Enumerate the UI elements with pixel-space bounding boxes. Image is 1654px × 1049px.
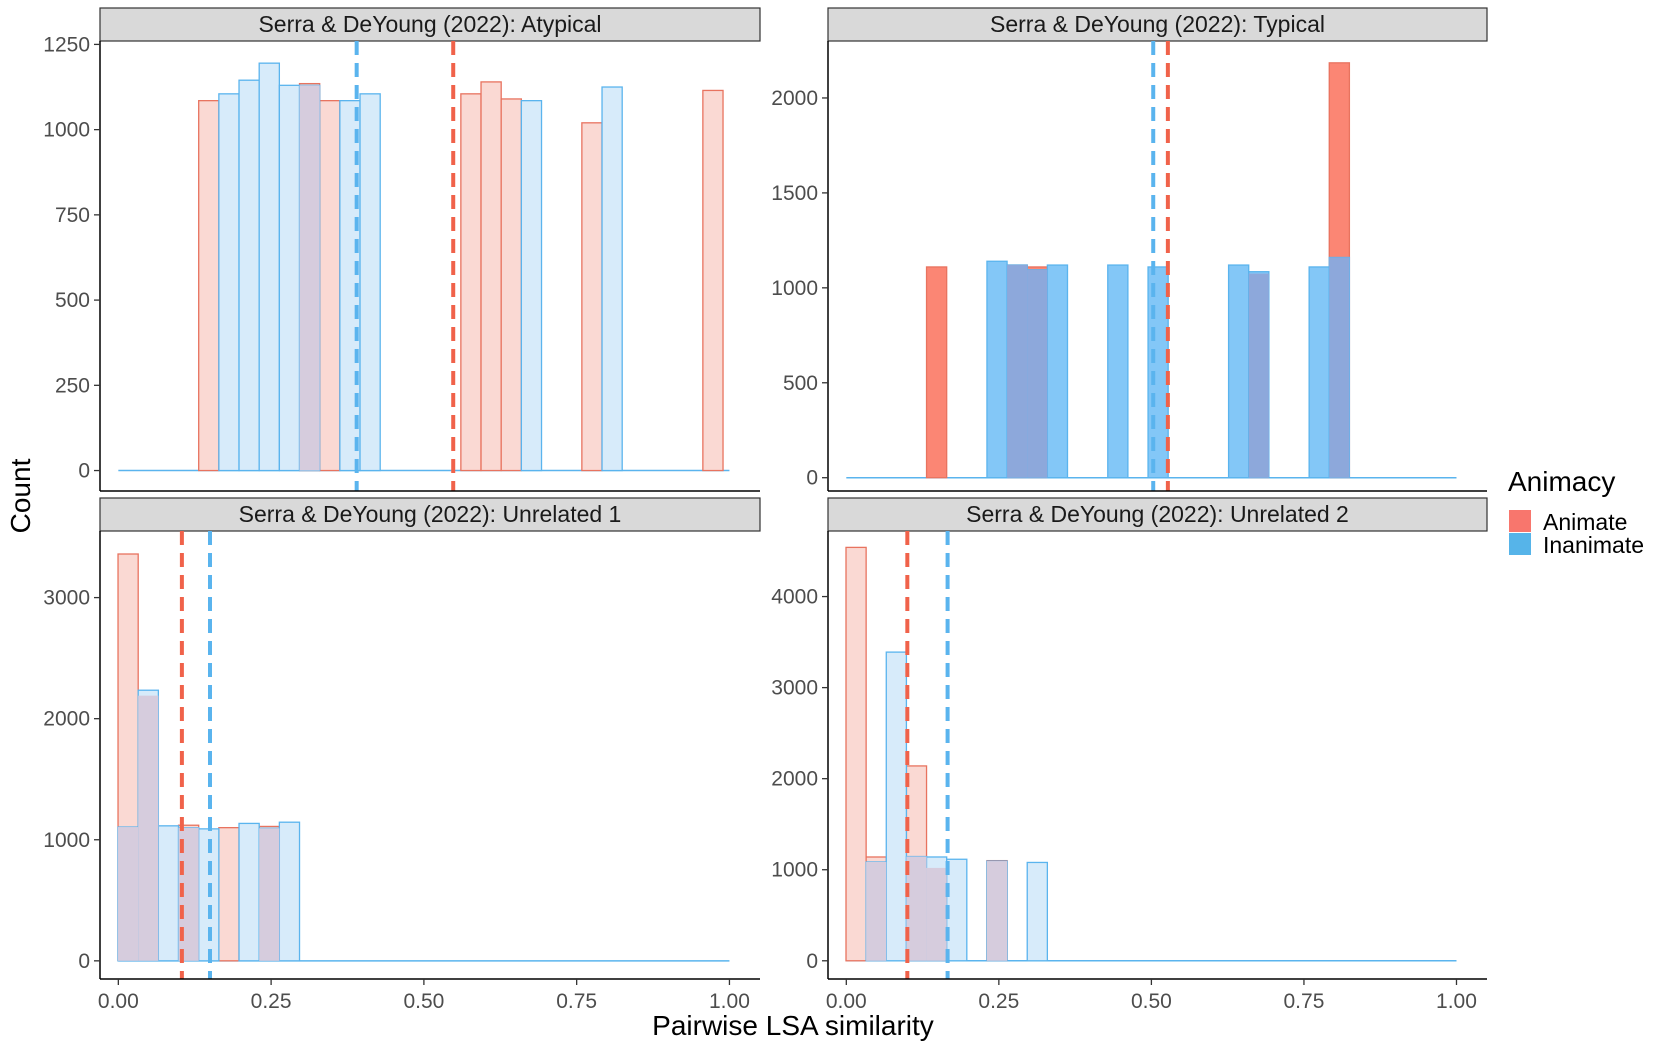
bar-overlap	[1027, 269, 1048, 478]
bar-inanimate	[1107, 264, 1129, 479]
x-tick-label: 0.25	[251, 990, 292, 1013]
y-tick-label: 2000	[771, 768, 818, 791]
legend-label-animate: Animate	[1543, 509, 1627, 535]
y-tick-label: 3000	[43, 587, 90, 610]
y-tick-label: 2000	[43, 708, 90, 731]
bar-inanimate	[1227, 264, 1250, 479]
panel-title: Serra & DeYoung (2022): Unrelated 2	[966, 501, 1349, 527]
x-tick-label: 1.00	[709, 990, 750, 1013]
legend-title: Animacy	[1508, 466, 1615, 497]
y-tick-label: 750	[55, 204, 90, 227]
bar-animate	[845, 546, 867, 962]
bar-inanimate	[1308, 266, 1330, 479]
y-tick-label: 3000	[771, 677, 818, 700]
x-tick-label: 0.75	[1284, 990, 1325, 1013]
bar-inanimate	[885, 651, 908, 962]
panel-title: Serra & DeYoung (2022): Atypical	[258, 11, 601, 37]
bar-inanimate	[1026, 861, 1049, 962]
bar-inanimate	[238, 79, 260, 472]
y-tick-label: 1000	[43, 119, 90, 142]
bar-overlap	[1248, 273, 1269, 478]
bar-overlap	[138, 695, 159, 961]
y-tick-label: 500	[55, 289, 90, 312]
bar-inanimate	[946, 858, 968, 962]
bar-inanimate	[1147, 266, 1169, 479]
legend-label-inanimate: Inanimate	[1543, 532, 1644, 558]
bar-overlap	[986, 861, 1008, 961]
y-tick-label: 1000	[43, 829, 90, 852]
legend-swatch-inanimate	[1509, 533, 1531, 555]
panel-strip	[99, 497, 761, 532]
bar-overlap	[259, 828, 280, 961]
bar-overlap	[1329, 257, 1350, 478]
bar-animate	[198, 100, 220, 472]
x-tick-label: 0.75	[556, 990, 597, 1013]
bar-animate	[319, 100, 341, 472]
bar-animate	[925, 266, 948, 479]
panel-title: Serra & DeYoung (2022): Typical	[990, 11, 1325, 37]
panel-1: Serra & DeYoung (2022): Atypical 0 250 500 7…	[43, 7, 761, 492]
bar-inanimate	[238, 822, 260, 962]
bar-animate	[460, 93, 482, 472]
y-tick-label: 500	[783, 372, 818, 395]
legend: Animacy Animate Inanimate	[1508, 466, 1644, 558]
bar-animate	[702, 89, 724, 472]
bar-inanimate	[258, 62, 281, 472]
y-tick-label: 250	[55, 374, 90, 397]
y-tick-label: 2000	[771, 87, 818, 110]
y-tick-label: 1000	[771, 277, 818, 300]
panel-title: Serra & DeYoung (2022): Unrelated 1	[239, 501, 622, 527]
panel-2: Serra & DeYoung (2022): Typical 0 500 1000 1…	[771, 7, 1488, 492]
bar-inanimate	[1046, 264, 1069, 479]
x-tick-label: 0.00	[826, 990, 867, 1013]
y-axis-title: Count	[5, 458, 36, 533]
bar-overlap	[118, 827, 139, 961]
y-tick-label: 4000	[771, 586, 818, 609]
bar-inanimate	[359, 93, 381, 472]
y-tick-label: 0	[78, 950, 90, 973]
bar-animate	[218, 826, 240, 962]
y-tick-label: 1000	[771, 859, 818, 882]
bar-inanimate	[520, 100, 543, 472]
x-tick-label: 0.00	[98, 990, 139, 1013]
panel-4: Serra & DeYoung (2022): Unrelated 2 0 1000…	[771, 497, 1488, 1013]
x-tick-label: 1.00	[1436, 990, 1477, 1013]
bar-overlap	[299, 85, 320, 471]
y-tick-label: 0	[806, 950, 818, 973]
x-tick-label: 0.50	[1131, 990, 1172, 1013]
x-axis-title: Pairwise LSA similarity	[652, 1010, 934, 1041]
x-tick-label: 0.25	[978, 990, 1019, 1013]
legend-swatch-animate	[1509, 510, 1531, 532]
panels-layer: Serra & DeYoung (2022): Atypical 0 250 500 7…	[43, 7, 1488, 1013]
panel-3: Serra & DeYoung (2022): Unrelated 1 0 1000…	[43, 497, 761, 1013]
y-tick-label: 1500	[771, 182, 818, 205]
bar-animate	[581, 122, 603, 472]
bar-overlap	[906, 856, 927, 961]
bar-inanimate	[601, 86, 623, 472]
bar-animate	[500, 98, 523, 472]
bar-inanimate	[278, 84, 301, 472]
bar-inanimate	[986, 260, 1008, 479]
bar-overlap	[1007, 265, 1028, 478]
bar-inanimate	[278, 821, 301, 962]
y-tick-label: 0	[78, 460, 90, 483]
bar-inanimate	[218, 93, 240, 472]
x-tick-label: 0.50	[403, 990, 444, 1013]
bar-overlap	[866, 861, 887, 961]
y-tick-label: 1250	[43, 33, 90, 56]
y-tick-label: 0	[806, 467, 818, 490]
panel-strip	[827, 497, 1488, 532]
bar-overlap	[926, 867, 947, 961]
panel-strip	[827, 7, 1488, 42]
bar-inanimate	[157, 825, 180, 962]
panel-strip	[99, 7, 761, 42]
bar-animate	[480, 81, 502, 472]
